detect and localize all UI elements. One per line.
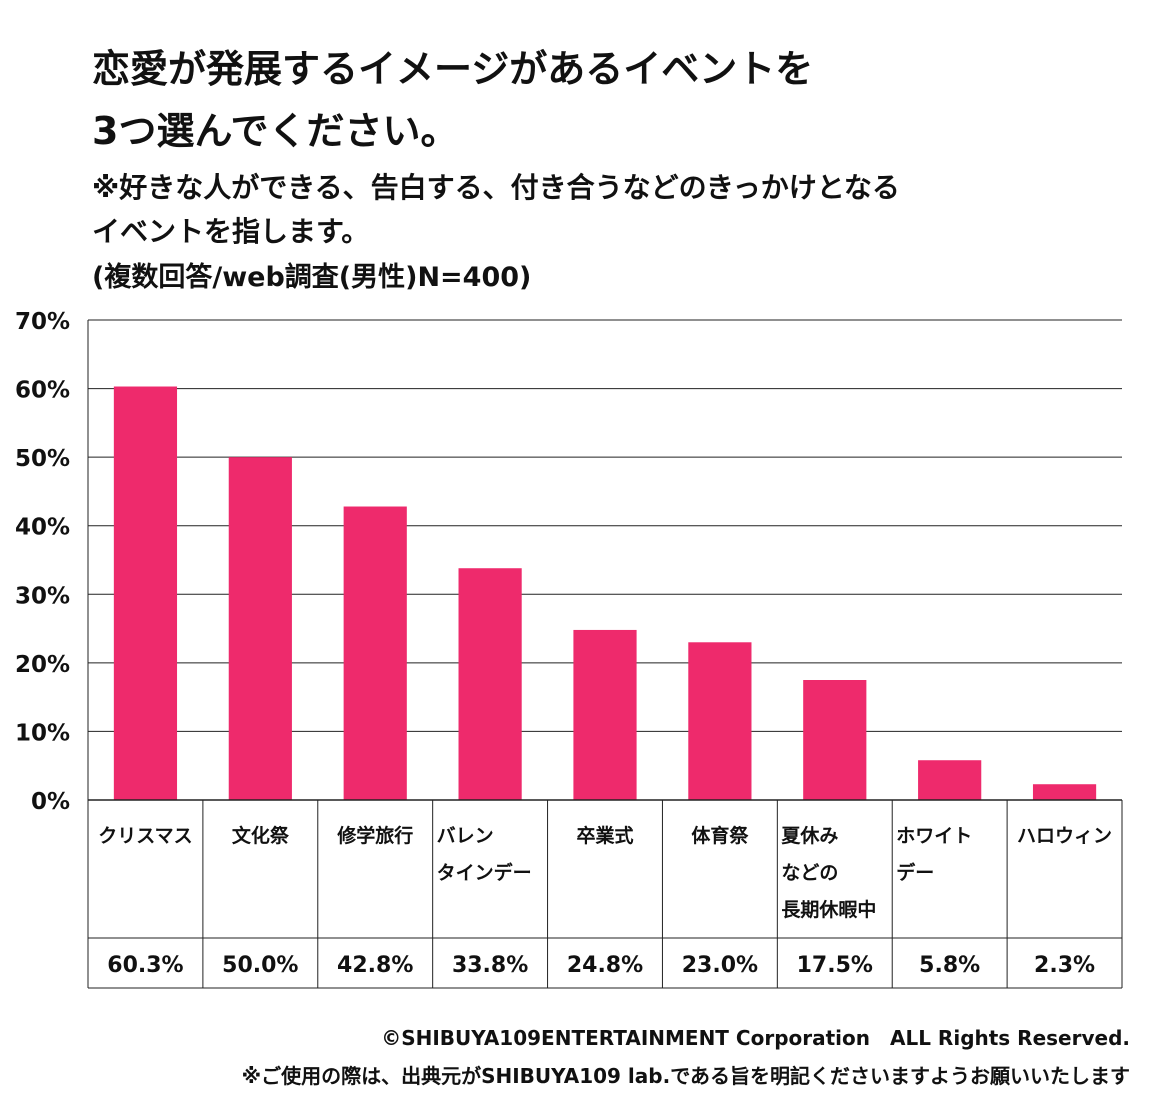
bar (228, 457, 292, 800)
survey-info: (複数回答/web調査(男性)N=400) (92, 262, 532, 293)
chart-title-line: 3つ選んでください。 (92, 109, 459, 153)
category-label: バレン (437, 825, 494, 847)
question-note: ※好きな人ができる、告白する、付き合うなどのきっかけとなる イベントを指します。 (92, 166, 1132, 254)
chart-title: 恋愛が発展するイメージがあるイベントを 3つ選んでください。 (92, 38, 1132, 162)
value-label: 17.5% (797, 953, 873, 978)
y-tick-label: 70% (15, 309, 70, 335)
y-tick-label: 40% (15, 515, 70, 541)
value-label: 24.8% (567, 953, 643, 978)
question-note-line: イベントを指します。 (92, 215, 370, 248)
value-label: 42.8% (337, 953, 413, 978)
category-label: 長期休暇中 (781, 898, 876, 921)
category-label: クリスマス (98, 825, 192, 847)
usage-note: ※ご使用の際は、出典元がSHIBUYA109 lab.である旨を明記くださいます… (241, 1064, 1130, 1088)
value-label: 33.8% (452, 953, 528, 978)
bar (1032, 784, 1097, 800)
value-label: 23.0% (682, 953, 758, 978)
value-label: 5.8% (919, 953, 980, 978)
value-label: 2.3% (1034, 953, 1095, 978)
bar (458, 568, 522, 800)
category-label: 文化祭 (232, 824, 290, 847)
y-tick-label: 60% (15, 378, 70, 404)
chart-title-line: 恋愛が発展するイメージがあるイベントを (92, 47, 814, 91)
bar (573, 629, 637, 800)
question-note-line: ※好きな人ができる、告白する、付き合うなどのきっかけとなる (92, 171, 900, 204)
category-label: 卒業式 (576, 824, 633, 847)
category-label: 体育祭 (691, 824, 749, 847)
category-label: ハロウィン (1017, 825, 1112, 847)
y-tick-label: 20% (15, 652, 70, 678)
category-label: 修学旅行 (336, 824, 413, 847)
category-label: などの (781, 862, 838, 884)
value-label: 60.3% (107, 953, 183, 978)
bar (113, 386, 178, 800)
bar (688, 642, 752, 800)
bar (343, 506, 407, 800)
y-tick-label: 10% (15, 720, 70, 746)
bar-chart: 0% 10% 20% 30% 40% 50% 60% 70% クリスマス 60.3% 文化祭 50.0… (15, 309, 1123, 989)
copyright-notice: ©SHIBUYA109ENTERTAINMENT Corporation ALL… (381, 1026, 1130, 1050)
bar (918, 760, 982, 800)
category-label: タインデー (437, 861, 532, 884)
category-label: デー (896, 861, 934, 884)
y-tick-label: 50% (15, 446, 70, 472)
y-tick-label: 30% (15, 583, 70, 609)
bar (803, 680, 867, 800)
value-label: 50.0% (222, 953, 298, 978)
y-tick-label: 0% (31, 789, 70, 815)
category-label: ホワイト (896, 825, 972, 847)
category-label: 夏休み (781, 825, 838, 847)
